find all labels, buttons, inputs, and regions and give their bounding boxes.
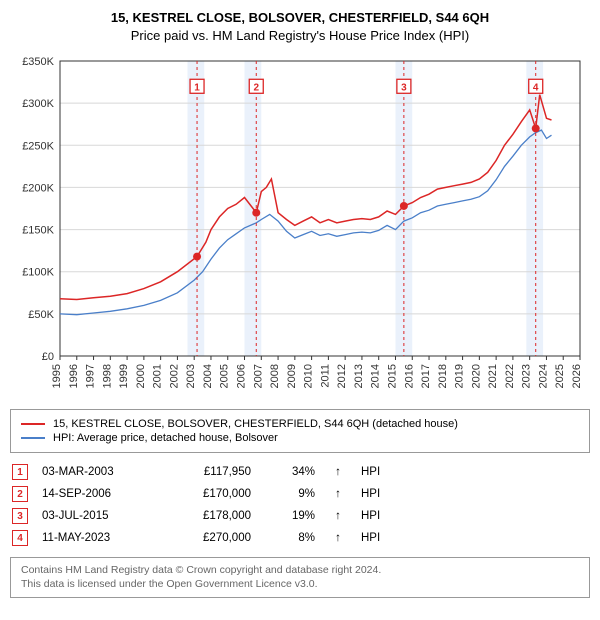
legend: 15, KESTREL CLOSE, BOLSOVER, CHESTERFIEL… xyxy=(10,409,590,453)
sales-table: 1 03-MAR-2003 £117,950 34% ↑ HPI 2 14-SEP-2006 £… xyxy=(10,461,590,549)
svg-text:4: 4 xyxy=(533,82,539,93)
footer-line-1: Contains HM Land Registry data © Crown c… xyxy=(21,564,579,578)
svg-text:2011: 2011 xyxy=(319,364,331,388)
sale-marker-1: 1 xyxy=(12,464,28,480)
svg-text:2007: 2007 xyxy=(252,364,264,388)
svg-text:2016: 2016 xyxy=(403,364,415,388)
sale-pct: 19% xyxy=(265,510,315,522)
sale-date: 14-SEP-2006 xyxy=(42,488,157,500)
svg-text:2022: 2022 xyxy=(504,364,516,388)
sales-row: 2 14-SEP-2006 £170,000 9% ↑ HPI xyxy=(10,483,590,505)
up-arrow-icon: ↑ xyxy=(329,488,347,500)
svg-text:2008: 2008 xyxy=(269,364,281,388)
svg-text:1997: 1997 xyxy=(85,364,97,388)
svg-text:£300K: £300K xyxy=(22,98,54,110)
svg-text:1998: 1998 xyxy=(101,364,113,388)
legend-item-hpi: HPI: Average price, detached house, Bols… xyxy=(21,432,579,444)
svg-text:2001: 2001 xyxy=(152,364,164,388)
svg-text:£0: £0 xyxy=(42,351,54,363)
svg-text:2026: 2026 xyxy=(571,364,583,388)
attribution-footer: Contains HM Land Registry data © Crown c… xyxy=(10,557,590,598)
sale-price: £270,000 xyxy=(171,532,251,544)
legend-item-price: 15, KESTREL CLOSE, BOLSOVER, CHESTERFIEL… xyxy=(21,418,579,430)
sale-pct: 34% xyxy=(265,466,315,478)
sale-marker-2: 2 xyxy=(12,486,28,502)
svg-text:£150K: £150K xyxy=(22,225,54,237)
sale-price: £170,000 xyxy=(171,488,251,500)
sale-price: £117,950 xyxy=(171,466,251,478)
footer-line-2: This data is licensed under the Open Gov… xyxy=(21,578,579,592)
svg-text:2017: 2017 xyxy=(420,364,432,388)
svg-text:2013: 2013 xyxy=(353,364,365,388)
svg-text:2000: 2000 xyxy=(135,364,147,388)
svg-text:2004: 2004 xyxy=(202,364,214,388)
svg-text:£100K: £100K xyxy=(22,267,54,279)
series-hpi xyxy=(60,130,552,315)
svg-text:2015: 2015 xyxy=(386,364,398,388)
chart-title-sub: Price paid vs. HM Land Registry's House … xyxy=(10,28,590,43)
price-chart: £0 £50K £100K £150K £200K £250K £300K £350K 1995… xyxy=(10,51,590,401)
svg-text:£50K: £50K xyxy=(28,309,54,321)
sale-date: 03-JUL-2015 xyxy=(42,510,157,522)
sales-row: 1 03-MAR-2003 £117,950 34% ↑ HPI xyxy=(10,461,590,483)
legend-swatch-price xyxy=(21,423,45,425)
sale-marker-3: 3 xyxy=(12,508,28,524)
svg-text:2005: 2005 xyxy=(219,364,231,388)
svg-text:2021: 2021 xyxy=(487,364,499,388)
legend-label-hpi: HPI: Average price, detached house, Bols… xyxy=(53,432,278,444)
sale-date: 11-MAY-2023 xyxy=(42,532,157,544)
sale-date: 03-MAR-2003 xyxy=(42,466,157,478)
svg-text:2003: 2003 xyxy=(185,364,197,388)
svg-text:1996: 1996 xyxy=(68,364,80,388)
sale-marker-4: 4 xyxy=(12,530,28,546)
svg-text:2009: 2009 xyxy=(286,364,298,388)
svg-text:£250K: £250K xyxy=(22,140,54,152)
sale-pct: 8% xyxy=(265,532,315,544)
up-arrow-icon: ↑ xyxy=(329,532,347,544)
chart-title-block: 15, KESTREL CLOSE, BOLSOVER, CHESTERFIEL… xyxy=(10,10,590,43)
legend-label-price: 15, KESTREL CLOSE, BOLSOVER, CHESTERFIEL… xyxy=(53,418,458,430)
up-arrow-icon: ↑ xyxy=(329,466,347,478)
sale-tag: HPI xyxy=(361,510,391,522)
svg-text:2006: 2006 xyxy=(236,364,248,388)
sale-tag: HPI xyxy=(361,466,391,478)
svg-text:2020: 2020 xyxy=(470,364,482,388)
svg-text:2018: 2018 xyxy=(437,364,449,388)
sale-price: £178,000 xyxy=(171,510,251,522)
sale-tag: HPI xyxy=(361,488,391,500)
svg-text:2014: 2014 xyxy=(370,364,382,388)
svg-text:2012: 2012 xyxy=(336,364,348,388)
svg-text:1999: 1999 xyxy=(118,364,130,388)
svg-text:3: 3 xyxy=(401,82,407,93)
chart-svg: £0 £50K £100K £150K £200K £250K £300K £350K 1995… xyxy=(10,51,590,401)
svg-text:1995: 1995 xyxy=(51,364,63,388)
sales-row: 4 11-MAY-2023 £270,000 8% ↑ HPI xyxy=(10,527,590,549)
svg-text:2023: 2023 xyxy=(521,364,533,388)
svg-text:2002: 2002 xyxy=(168,364,180,388)
legend-swatch-hpi xyxy=(21,437,45,439)
svg-text:2: 2 xyxy=(253,82,259,93)
svg-text:2010: 2010 xyxy=(303,364,315,388)
svg-text:2019: 2019 xyxy=(454,364,466,388)
up-arrow-icon: ↑ xyxy=(329,510,347,522)
chart-title-main: 15, KESTREL CLOSE, BOLSOVER, CHESTERFIEL… xyxy=(10,10,590,25)
svg-text:1: 1 xyxy=(194,82,200,93)
sales-row: 3 03-JUL-2015 £178,000 19% ↑ HPI xyxy=(10,505,590,527)
svg-text:2025: 2025 xyxy=(554,364,566,388)
svg-text:£200K: £200K xyxy=(22,182,54,194)
svg-text:2024: 2024 xyxy=(537,364,549,388)
sale-pct: 9% xyxy=(265,488,315,500)
svg-text:£350K: £350K xyxy=(22,56,54,68)
sale-tag: HPI xyxy=(361,532,391,544)
